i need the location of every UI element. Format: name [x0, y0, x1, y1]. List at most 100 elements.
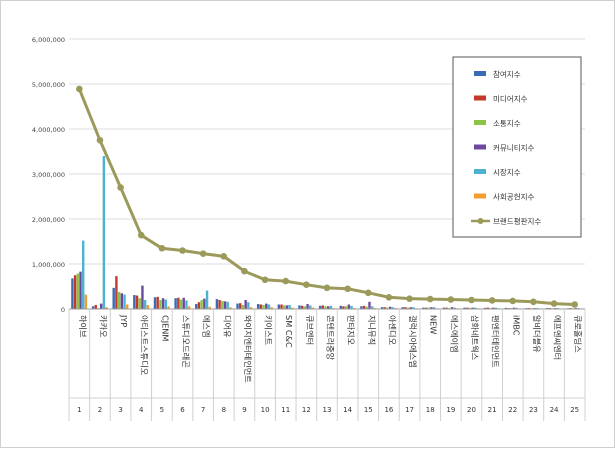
- bar: [76, 273, 80, 309]
- bar: [306, 304, 309, 309]
- y-tick-label: 6,000,000: [32, 36, 65, 44]
- bar: [430, 307, 433, 309]
- legend-swatch: [477, 218, 484, 224]
- bar: [71, 278, 74, 309]
- bar: [249, 307, 253, 309]
- bar: [512, 307, 516, 309]
- x-category-label: JYP: [119, 314, 129, 327]
- bar: [474, 307, 477, 309]
- bar: [102, 156, 106, 309]
- brand-index-point: [530, 298, 537, 306]
- bar: [450, 307, 454, 309]
- legend-label: 사회공헌지수: [493, 193, 534, 202]
- x-number-label: 24: [550, 406, 559, 414]
- x-number-label: 21: [488, 406, 497, 414]
- bar: [404, 307, 407, 309]
- x-category-label: 카카오: [98, 315, 108, 338]
- brand-index-point: [76, 85, 83, 93]
- legend-swatch: [474, 193, 486, 199]
- brand-index-point: [96, 136, 104, 144]
- bar: [241, 304, 245, 309]
- bar: [309, 305, 312, 309]
- bar: [383, 307, 386, 309]
- y-tick-label: 0: [61, 306, 65, 314]
- bar: [123, 294, 126, 309]
- bar: [406, 307, 410, 309]
- bar: [270, 307, 273, 309]
- bar: [360, 306, 363, 309]
- bar: [280, 304, 283, 309]
- x-number-label: 6: [180, 406, 185, 414]
- bar: [200, 300, 203, 309]
- x-axis: 하이브 카카오 JYP 아티스트스튜디오 CJENM 스튜디오드래곤 에스엠 디어유 와이지엔터…: [68, 308, 586, 421]
- bar: [466, 307, 469, 309]
- bar: [391, 307, 395, 309]
- brand-index-point: [282, 277, 290, 285]
- bar: [174, 298, 177, 309]
- bar: [504, 307, 508, 309]
- bar: [94, 304, 97, 309]
- x-category-label: 큐브엔터: [305, 315, 315, 345]
- bar: [339, 305, 342, 309]
- bar: [187, 306, 191, 309]
- brand-index-line: [76, 85, 578, 308]
- bar: [380, 307, 384, 309]
- brand-index-point: [199, 250, 207, 257]
- bar: [468, 307, 472, 309]
- x-category-label: 하이브: [78, 315, 88, 338]
- bar: [347, 304, 351, 309]
- bar: [146, 304, 150, 309]
- bar: [318, 305, 322, 309]
- x-number-label: 3: [118, 406, 122, 414]
- bar: [515, 307, 518, 309]
- bar: [82, 240, 85, 309]
- x-number-label: 12: [302, 406, 311, 414]
- bar: [120, 293, 123, 309]
- brand-index-point: [571, 301, 578, 308]
- bar: [365, 306, 368, 309]
- bar: [195, 304, 198, 309]
- bar: [256, 304, 260, 309]
- x-category-label: NEW: [429, 315, 439, 334]
- gridlines: [69, 38, 585, 310]
- bar: [239, 303, 242, 309]
- bar: [179, 299, 183, 309]
- bar: [300, 305, 304, 309]
- bar: [329, 305, 333, 309]
- brand-index-point: [137, 231, 145, 239]
- bar: [401, 307, 404, 309]
- x-number-label: 19: [446, 406, 455, 414]
- bar: [368, 301, 371, 309]
- bar: [244, 300, 247, 309]
- bar: [494, 307, 498, 309]
- x-number-label: 17: [405, 406, 414, 414]
- bar: [177, 297, 180, 309]
- brand-index-point: [344, 285, 351, 293]
- bar: [277, 304, 281, 309]
- x-category-label: 큐로홀딩스: [573, 315, 583, 353]
- bar: [205, 290, 209, 309]
- brand-index-point: [179, 247, 186, 254]
- bar: [388, 306, 392, 309]
- y-tick-label: 5,000,000: [32, 81, 65, 89]
- x-number-label: 7: [201, 406, 205, 414]
- bar: [342, 306, 345, 309]
- x-category-label: 팬엔터테인먼트: [491, 315, 501, 368]
- legend-label: 미디어지수: [493, 94, 528, 104]
- bar: [484, 307, 487, 309]
- bar: [203, 298, 206, 309]
- bar: [283, 305, 286, 309]
- bar: [445, 307, 448, 309]
- x-number-label: 20: [467, 406, 476, 414]
- bar: [311, 307, 315, 309]
- bar: [185, 300, 188, 309]
- legend-swatch: [474, 95, 486, 101]
- brand-index-point: [364, 289, 372, 297]
- x-number-label: 8: [222, 406, 226, 414]
- legend-swatch: [474, 120, 486, 125]
- x-category-label: 콘텐트리중앙: [326, 315, 336, 361]
- bar: [115, 276, 118, 309]
- bar: [321, 305, 324, 309]
- bar: [432, 307, 436, 309]
